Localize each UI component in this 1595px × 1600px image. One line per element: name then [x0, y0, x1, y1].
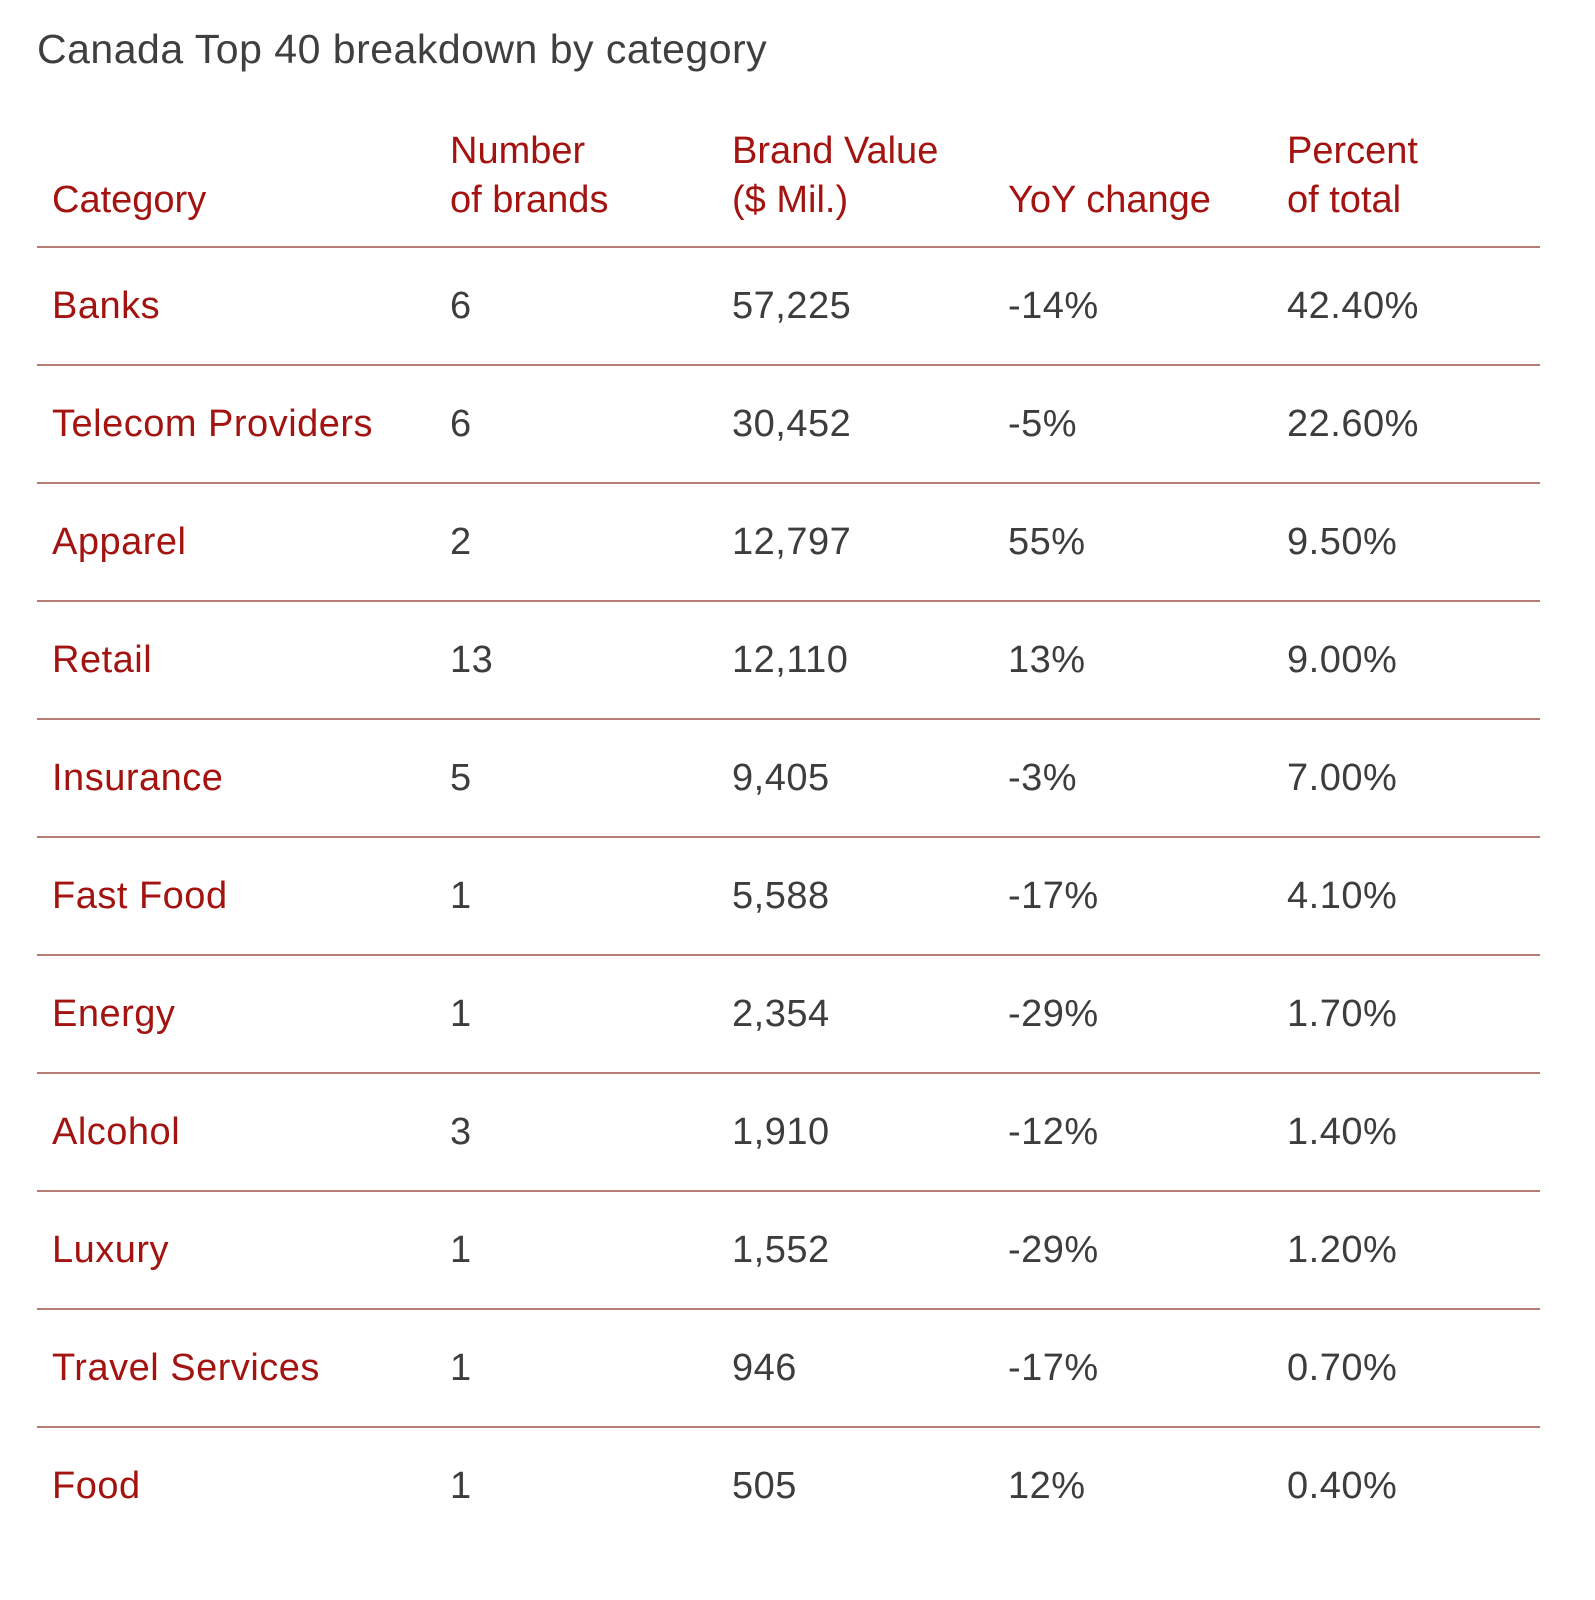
cell-category: Retail — [37, 600, 435, 720]
cell-category: Alcohol — [37, 1072, 435, 1192]
cell-percent-of-total: 0.40% — [1272, 1426, 1540, 1545]
table-row: Fast Food 1 5,588 -17% 4.10% — [37, 836, 1540, 956]
column-header-number-of-brands: Number of brands — [435, 127, 717, 247]
header-line: Percent — [1287, 130, 1418, 172]
cell-number-of-brands: 1 — [435, 1426, 717, 1545]
cell-number-of-brands: 1 — [435, 1190, 717, 1310]
cell-number-of-brands: 3 — [435, 1072, 717, 1192]
cell-percent-of-total: 4.10% — [1272, 836, 1540, 956]
header-line: Brand Value — [732, 130, 939, 172]
cell-yoy-change: -5% — [993, 364, 1272, 484]
cell-yoy-change: 13% — [993, 600, 1272, 720]
cell-number-of-brands: 2 — [435, 482, 717, 602]
table-body: Banks 6 57,225 -14% 42.40% Telecom Provi… — [37, 246, 1540, 1545]
table-row: Alcohol 3 1,910 -12% 1.40% — [37, 1072, 1540, 1192]
cell-percent-of-total: 1.70% — [1272, 954, 1540, 1074]
header-line: of brands — [450, 178, 609, 221]
cell-category: Food — [37, 1426, 435, 1545]
cell-percent-of-total: 9.50% — [1272, 482, 1540, 602]
cell-yoy-change: 55% — [993, 482, 1272, 602]
cell-category: Travel Services — [37, 1308, 435, 1428]
cell-brand-value: 9,405 — [717, 718, 993, 838]
cell-number-of-brands: 6 — [435, 246, 717, 366]
cell-category: Fast Food — [37, 836, 435, 956]
table-row: Insurance 5 9,405 -3% 7.00% — [37, 718, 1540, 838]
cell-percent-of-total: 9.00% — [1272, 600, 1540, 720]
cell-percent-of-total: 1.40% — [1272, 1072, 1540, 1192]
cell-yoy-change: 12% — [993, 1426, 1272, 1545]
breakdown-table: Category Number of brands Brand Value ($… — [37, 127, 1540, 1545]
cell-category: Apparel — [37, 482, 435, 602]
table-row: Travel Services 1 946 -17% 0.70% — [37, 1308, 1540, 1428]
header-row: Category Number of brands Brand Value ($… — [37, 127, 1540, 247]
table-row: Energy 1 2,354 -29% 1.70% — [37, 954, 1540, 1074]
cell-percent-of-total: 1.20% — [1272, 1190, 1540, 1310]
table-header: Category Number of brands Brand Value ($… — [37, 127, 1540, 247]
table-row: Food 1 505 12% 0.40% — [37, 1426, 1540, 1545]
header-line: ($ Mil.) — [732, 178, 849, 221]
cell-number-of-brands: 1 — [435, 1308, 717, 1428]
cell-number-of-brands: 13 — [435, 600, 717, 720]
cell-percent-of-total: 22.60% — [1272, 364, 1540, 484]
page-title: Canada Top 40 breakdown by category — [37, 26, 768, 72]
cell-percent-of-total: 0.70% — [1272, 1308, 1540, 1428]
table-row: Retail 13 12,110 13% 9.00% — [37, 600, 1540, 720]
cell-category: Energy — [37, 954, 435, 1074]
page: Canada Top 40 breakdown by category Cate… — [37, 26, 1540, 1545]
cell-yoy-change: -29% — [993, 954, 1272, 1074]
table-row: Telecom Providers 6 30,452 -5% 22.60% — [37, 364, 1540, 484]
column-header-percent-of-total: Percent of total — [1272, 127, 1540, 247]
cell-category: Telecom Providers — [37, 364, 435, 484]
column-header-category: Category — [37, 127, 435, 247]
cell-brand-value: 2,354 — [717, 954, 993, 1074]
cell-yoy-change: -29% — [993, 1190, 1272, 1310]
column-header-yoy-change: YoY change — [993, 127, 1272, 247]
cell-brand-value: 946 — [717, 1308, 993, 1428]
cell-yoy-change: -17% — [993, 1308, 1272, 1428]
header-line: of total — [1287, 178, 1402, 221]
table-row: Banks 6 57,225 -14% 42.40% — [37, 246, 1540, 366]
cell-brand-value: 1,910 — [717, 1072, 993, 1192]
cell-number-of-brands: 6 — [435, 364, 717, 484]
cell-yoy-change: -12% — [993, 1072, 1272, 1192]
cell-category: Insurance — [37, 718, 435, 838]
cell-percent-of-total: 7.00% — [1272, 718, 1540, 838]
cell-brand-value: 12,797 — [717, 482, 993, 602]
header-line: Number — [450, 130, 586, 172]
header-line: YoY change — [1008, 178, 1211, 221]
cell-yoy-change: -17% — [993, 836, 1272, 956]
header-line: Category — [52, 178, 207, 221]
cell-brand-value: 30,452 — [717, 364, 993, 484]
cell-category: Banks — [37, 246, 435, 366]
column-header-brand-value: Brand Value ($ Mil.) — [717, 127, 993, 247]
cell-number-of-brands: 5 — [435, 718, 717, 838]
cell-number-of-brands: 1 — [435, 954, 717, 1074]
cell-brand-value: 1,552 — [717, 1190, 993, 1310]
cell-yoy-change: -14% — [993, 246, 1272, 366]
table-row: Apparel 2 12,797 55% 9.50% — [37, 482, 1540, 602]
cell-brand-value: 5,588 — [717, 836, 993, 956]
cell-brand-value: 12,110 — [717, 600, 993, 720]
cell-number-of-brands: 1 — [435, 836, 717, 956]
cell-yoy-change: -3% — [993, 718, 1272, 838]
table-row: Luxury 1 1,552 -29% 1.20% — [37, 1190, 1540, 1310]
cell-category: Luxury — [37, 1190, 435, 1310]
cell-brand-value: 57,225 — [717, 246, 993, 366]
cell-brand-value: 505 — [717, 1426, 993, 1545]
cell-percent-of-total: 42.40% — [1272, 246, 1540, 366]
